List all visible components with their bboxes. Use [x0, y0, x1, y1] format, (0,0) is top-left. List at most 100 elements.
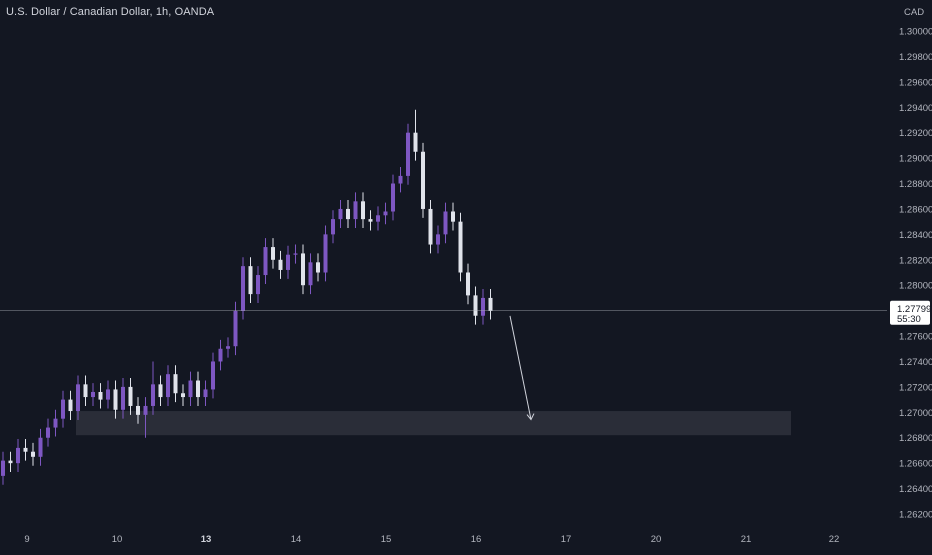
candle-bearish[interactable]	[451, 211, 455, 222]
candle-bullish[interactable]	[61, 399, 65, 419]
candle-bullish[interactable]	[218, 348, 223, 362]
candle-bullish[interactable]	[16, 447, 20, 464]
candle-bullish[interactable]	[398, 175, 403, 184]
date-tick-label: 14	[291, 534, 302, 545]
date-tick-label: 17	[561, 534, 572, 545]
candle-bullish[interactable]	[323, 234, 328, 273]
candle-bullish[interactable]	[106, 389, 110, 400]
candle-bearish[interactable]	[421, 151, 425, 209]
price-tick-label: 1.29800	[899, 52, 932, 63]
candle-bearish[interactable]	[158, 384, 163, 398]
candle-bullish[interactable]	[286, 254, 290, 270]
candle-bearish[interactable]	[136, 405, 140, 415]
candle-bearish[interactable]	[248, 266, 253, 295]
price-tick-label: 1.26800	[899, 433, 932, 444]
candle-bearish[interactable]	[361, 201, 365, 220]
candle-bullish[interactable]	[76, 384, 80, 412]
candle-bullish[interactable]	[53, 418, 58, 428]
candle-bullish[interactable]	[38, 437, 43, 457]
symbol-title: U.S. Dollar / Canadian Dollar, 1h, OANDA	[6, 6, 215, 18]
candle-bearish[interactable]	[23, 447, 28, 452]
candle-bullish[interactable]	[293, 253, 298, 255]
candle-bullish[interactable]	[151, 384, 155, 406]
candle-bearish[interactable]	[196, 380, 200, 398]
candle-bullish[interactable]	[256, 275, 260, 295]
candle-bullish[interactable]	[481, 297, 485, 316]
price-tick-label: 1.28200	[899, 255, 932, 266]
candle-bearish[interactable]	[98, 391, 103, 400]
price-tick-label: 1.29400	[899, 103, 932, 114]
demand-zone-rectangle[interactable]	[76, 411, 791, 436]
candle-bearish[interactable]	[278, 259, 283, 270]
price-tick-label: 1.26600	[899, 459, 932, 470]
candle-bullish[interactable]	[143, 405, 148, 415]
candle-bearish[interactable]	[173, 374, 178, 394]
candle-bullish[interactable]	[233, 310, 238, 347]
date-tick-label: 16	[471, 534, 482, 545]
candle-bullish[interactable]	[91, 391, 95, 398]
price-tick-label: 1.30000	[899, 27, 932, 38]
price-tick-label: 1.27400	[899, 357, 932, 368]
candle-bearish[interactable]	[113, 389, 118, 410]
candle-bearish[interactable]	[428, 208, 433, 245]
candle-bearish[interactable]	[301, 253, 305, 286]
candle-countdown: 55:30	[897, 314, 921, 325]
last-price-badge[interactable]	[890, 300, 930, 325]
candle-bullish[interactable]	[383, 211, 388, 216]
candle-bearish[interactable]	[316, 262, 320, 273]
candle-bearish[interactable]	[271, 247, 275, 260]
candle-bullish[interactable]	[46, 427, 50, 438]
candle-bearish[interactable]	[181, 393, 185, 398]
last-price-value: 1.27799	[897, 304, 931, 315]
candle-bearish[interactable]	[458, 221, 463, 273]
candle-bullish[interactable]	[166, 374, 170, 398]
date-tick-label: 10	[112, 534, 123, 545]
currency-label: CAD	[904, 7, 924, 18]
candle-bullish[interactable]	[391, 183, 395, 212]
candle-bullish[interactable]	[376, 215, 380, 222]
candle-bearish[interactable]	[8, 460, 13, 464]
candle-bearish[interactable]	[31, 451, 35, 457]
price-tick-label: 1.29200	[899, 128, 932, 139]
candle-bearish[interactable]	[346, 208, 350, 220]
date-tick-label: 21	[741, 534, 752, 545]
projection-arrow-head	[526, 413, 535, 421]
candle-bearish[interactable]	[128, 386, 133, 406]
candle-bearish[interactable]	[368, 219, 373, 222]
date-tick-label: 22	[829, 534, 840, 545]
price-tick-label: 1.27600	[899, 332, 932, 343]
candle-bullish[interactable]	[263, 247, 268, 276]
candle-bullish[interactable]	[338, 208, 343, 220]
date-tick-label: 13	[201, 534, 212, 545]
price-tick-label: 1.27000	[899, 408, 932, 419]
candle-bullish[interactable]	[1, 460, 5, 476]
projection-arrow-line[interactable]	[509, 315, 532, 420]
candle-bullish[interactable]	[121, 386, 125, 410]
price-tick-label: 1.28800	[899, 179, 932, 190]
candle-bullish[interactable]	[406, 132, 410, 176]
candle-bullish[interactable]	[211, 361, 215, 390]
candle-bullish[interactable]	[331, 219, 335, 235]
price-tick-label: 1.28000	[899, 281, 932, 292]
price-tick-label: 1.28600	[899, 204, 932, 215]
candle-bullish[interactable]	[203, 389, 208, 398]
candle-bearish[interactable]	[488, 297, 493, 311]
candle-bullish[interactable]	[353, 201, 358, 220]
candle-bearish[interactable]	[83, 384, 88, 398]
candle-bullish[interactable]	[443, 211, 448, 235]
candle-bullish[interactable]	[241, 266, 245, 311]
candle-bearish[interactable]	[466, 272, 470, 296]
candle-bearish[interactable]	[413, 132, 418, 152]
candle-bullish[interactable]	[308, 262, 313, 286]
date-tick-label: 9	[24, 534, 29, 545]
candle-bearish[interactable]	[68, 399, 73, 412]
candle-bullish[interactable]	[226, 346, 230, 349]
price-tick-label: 1.27200	[899, 382, 932, 393]
price-tick-label: 1.26400	[899, 484, 932, 495]
candle-bearish[interactable]	[473, 295, 478, 316]
candle-bullish[interactable]	[188, 380, 193, 398]
price-tick-label: 1.29000	[899, 154, 932, 165]
candle-bullish[interactable]	[436, 234, 440, 245]
